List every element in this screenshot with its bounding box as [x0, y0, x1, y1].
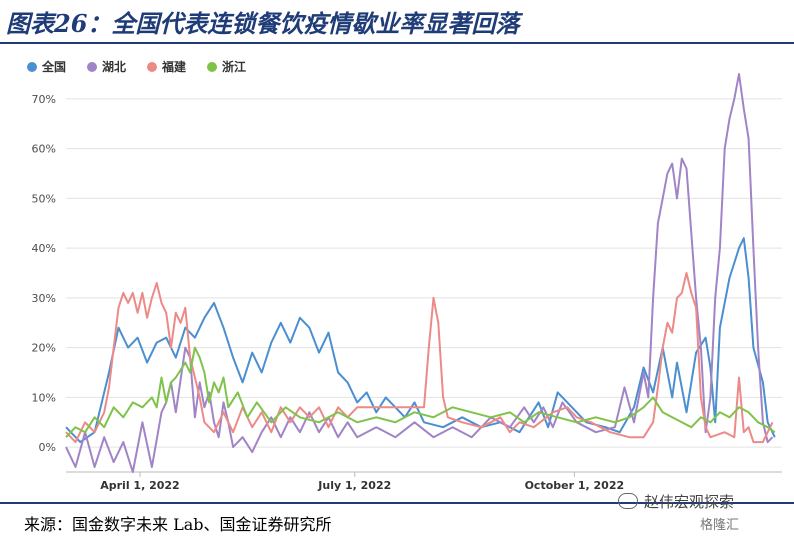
y-tick-label: 60%: [32, 143, 56, 156]
y-tick-label: 10%: [32, 391, 56, 404]
series-line-2: [65, 272, 774, 444]
legend-label-2: 福建: [161, 59, 187, 74]
x-tick-label: October 1, 2022: [525, 479, 625, 492]
wechat-icon: [618, 493, 638, 509]
line-chart: 全国 湖北 福建 浙江 0% 10% 20% 30% 40% 50% 60% 70% April 1…: [27, 59, 782, 492]
chart-title: 图表26：全国代表连锁餐饮疫情歇业率显著回落: [6, 9, 520, 38]
source-divider: [0, 502, 794, 504]
legend-label-1: 湖北: [102, 59, 126, 74]
legend-marker-3: [207, 62, 217, 72]
y-tick-label: 20%: [32, 342, 56, 355]
y-tick-label: 0%: [39, 441, 56, 454]
legend-marker-0: [27, 62, 37, 72]
series-line-3: [65, 346, 776, 438]
x-tick-label: July 1, 2022: [317, 479, 391, 492]
y-tick-label: 50%: [32, 192, 56, 205]
legend-label-3: 浙江: [222, 59, 246, 74]
source-note: 来源：国金数字未来 Lab、国金证券研究所: [24, 515, 332, 534]
watermark-text: 赵伟宏观探索: [644, 493, 735, 511]
x-tick-label: April 1, 2022: [100, 479, 179, 492]
y-tick-label: 40%: [32, 242, 56, 255]
y-tick-label: 70%: [32, 93, 56, 106]
watermark-logo: 格隆汇: [700, 518, 740, 533]
legend-label-0: 全国: [41, 59, 66, 74]
x-axis: April 1, 2022 July 1, 2022 October 1, 2022: [66, 471, 782, 492]
series-lines: [65, 73, 776, 473]
legend: 全国 湖北 福建 浙江: [27, 59, 246, 74]
title-divider: [0, 42, 794, 44]
y-tick-label: 30%: [32, 292, 56, 305]
legend-marker-2: [147, 62, 157, 72]
legend-marker-1: [87, 62, 97, 72]
y-axis: 0% 10% 20% 30% 40% 50% 60% 70%: [32, 93, 56, 454]
watermark: 赵伟宏观探索: [618, 491, 734, 512]
